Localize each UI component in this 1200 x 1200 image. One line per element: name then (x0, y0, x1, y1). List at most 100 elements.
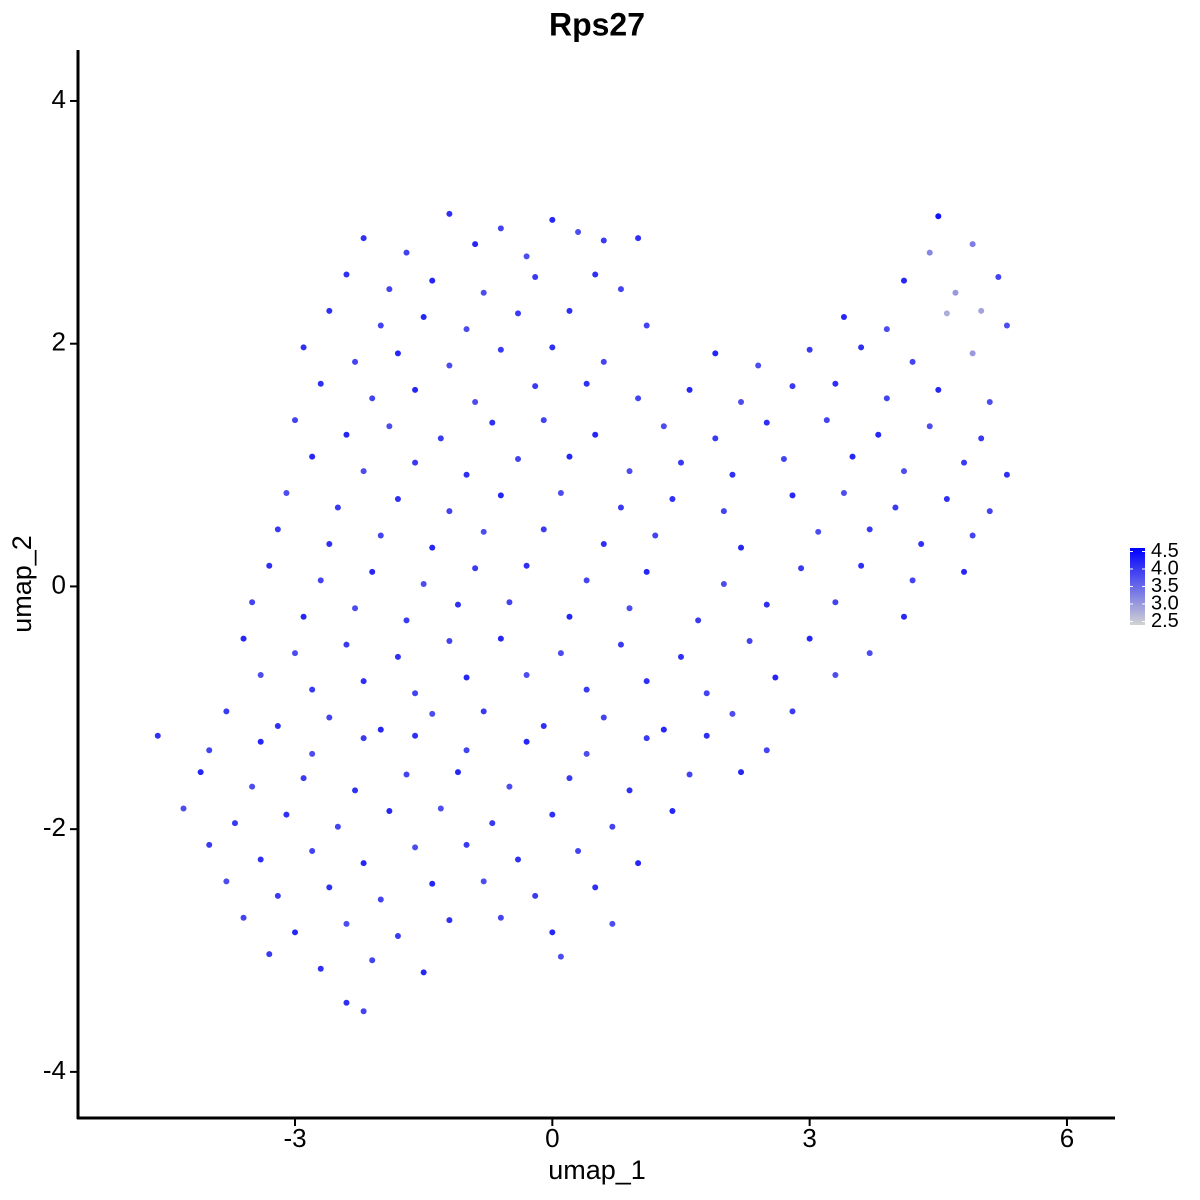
point (463, 471, 470, 478)
point (695, 617, 702, 624)
point (412, 386, 419, 393)
point (703, 690, 710, 697)
point (575, 229, 582, 236)
point (926, 249, 933, 256)
point (317, 380, 324, 387)
point (566, 307, 573, 314)
chart-title: Rps27 (549, 6, 645, 42)
point (600, 237, 607, 244)
point (806, 635, 813, 642)
point (720, 508, 727, 515)
point (883, 326, 890, 333)
point (386, 423, 393, 430)
point (377, 726, 384, 733)
point (206, 841, 213, 848)
point (909, 358, 916, 365)
y-tick-label: -2 (43, 812, 66, 842)
point (515, 455, 522, 462)
point (326, 884, 333, 891)
point (377, 322, 384, 329)
point (300, 344, 307, 351)
point (523, 562, 530, 569)
point (669, 496, 676, 503)
point (815, 528, 822, 535)
point (935, 213, 942, 220)
point (926, 423, 933, 430)
point (592, 431, 599, 438)
point (549, 929, 556, 936)
point (840, 314, 847, 320)
point (352, 605, 359, 612)
y-tick-label: 0 (52, 569, 66, 599)
point (497, 225, 504, 232)
point (712, 435, 719, 442)
point (394, 653, 401, 660)
point (832, 599, 839, 606)
point (386, 286, 393, 293)
point (154, 732, 161, 739)
point (677, 653, 684, 660)
point (635, 235, 642, 242)
point (412, 844, 419, 851)
point (626, 787, 633, 794)
point (943, 496, 950, 503)
point (961, 568, 968, 575)
point (566, 775, 573, 782)
point (249, 599, 256, 606)
point (617, 641, 624, 648)
point (892, 504, 899, 511)
colorbar-label: 4.5 (1151, 540, 1179, 562)
point (480, 289, 487, 296)
point (961, 459, 968, 466)
point (240, 635, 247, 642)
point (583, 380, 590, 387)
point (738, 769, 745, 776)
point (197, 769, 204, 776)
point (283, 811, 290, 818)
point (283, 489, 290, 496)
point (377, 896, 384, 903)
point (772, 674, 779, 681)
colorbar-label: 4.0 (1151, 557, 1179, 579)
point (643, 568, 650, 575)
x-tick-label: -3 (283, 1123, 306, 1153)
point (506, 783, 513, 790)
point (446, 638, 453, 645)
point (300, 613, 307, 620)
point (429, 277, 436, 284)
point (789, 383, 796, 390)
point (515, 310, 522, 317)
point (995, 273, 1002, 280)
point (986, 398, 993, 405)
point (575, 848, 582, 854)
point (446, 210, 453, 217)
point (369, 957, 376, 964)
point (755, 362, 762, 369)
point (549, 811, 556, 818)
point (900, 468, 907, 475)
point (437, 805, 444, 812)
y-tick-label: -4 (43, 1055, 66, 1085)
point (497, 914, 504, 921)
point (360, 1008, 367, 1015)
point (489, 419, 496, 426)
point (300, 775, 307, 782)
point (257, 856, 264, 863)
point (292, 929, 299, 936)
point (180, 805, 187, 812)
point (412, 732, 419, 739)
point (472, 398, 479, 405)
point (789, 492, 796, 499)
point (231, 820, 238, 827)
point (403, 617, 410, 624)
point (454, 769, 461, 776)
point (900, 277, 907, 284)
point (986, 508, 993, 515)
point (274, 892, 281, 899)
point (403, 771, 410, 778)
point (849, 453, 856, 460)
point (360, 735, 367, 742)
point (326, 540, 333, 547)
point (789, 708, 796, 715)
colorbar-label: 3.0 (1151, 592, 1179, 614)
